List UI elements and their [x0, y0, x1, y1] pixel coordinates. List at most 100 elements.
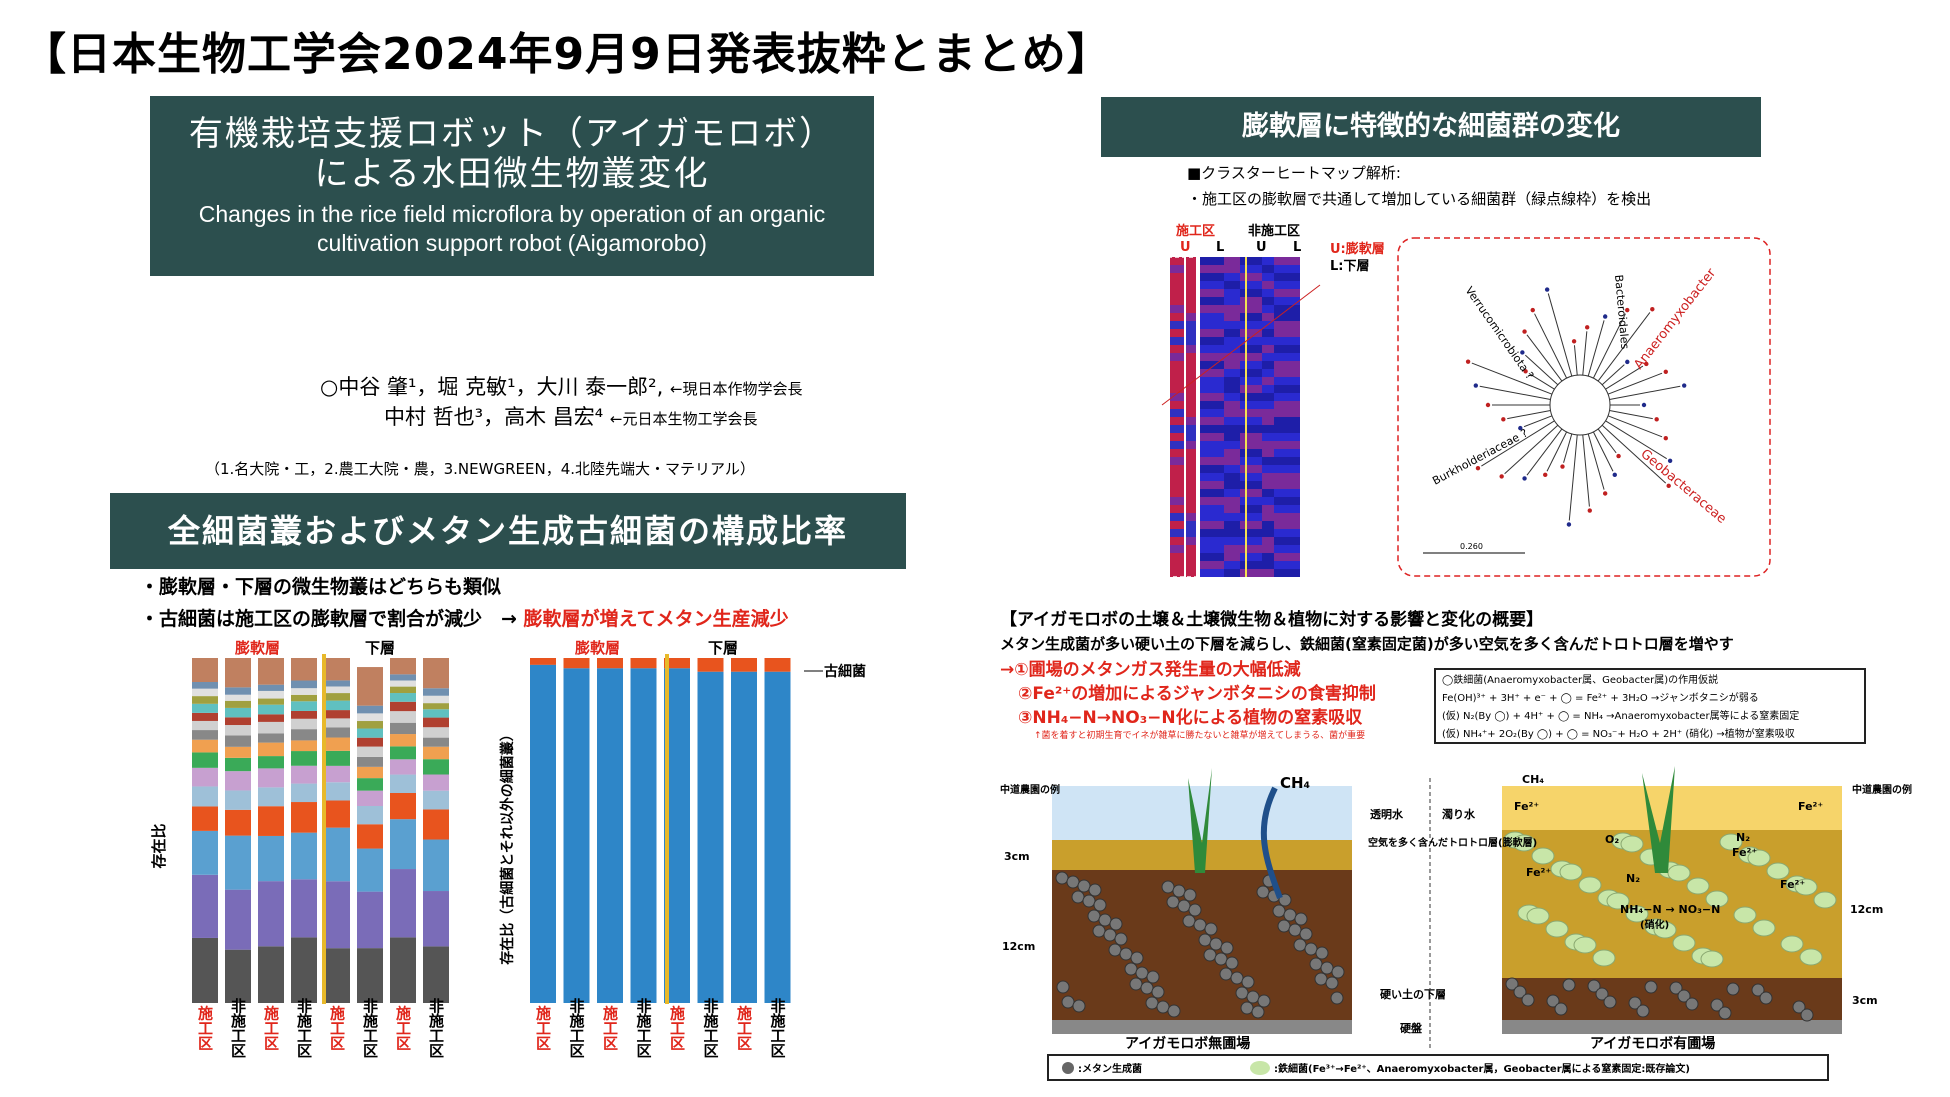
methane-bacterium: [1055, 871, 1069, 885]
heatmap-cell: [1240, 425, 1262, 433]
right-toro-layer: [1502, 830, 1842, 978]
methane-bacterium: [1103, 928, 1117, 942]
stack-segment: [291, 658, 317, 681]
stack-segment: [423, 839, 449, 892]
authors-line2: 中村 哲也³，高木 昌宏⁴ ←元日本生物工学会長: [384, 402, 757, 434]
heatmap-cell: [1274, 513, 1300, 521]
stack-segment: [423, 946, 449, 1003]
methane-bacterium: [1314, 972, 1328, 986]
methane-bacterium: [1182, 914, 1196, 928]
methane-bacterium: [1628, 996, 1642, 1010]
heatmap-cell: [1170, 305, 1184, 313]
tree-leaf: [1612, 472, 1617, 478]
heatmap-cell: [1186, 569, 1196, 577]
heatmap-col-u1: U: [1180, 240, 1191, 255]
methane-bacterium: [1513, 985, 1527, 999]
heatmap-cell: [1240, 545, 1262, 553]
methane-bacterium: [1220, 941, 1234, 955]
stack-segment: [258, 690, 284, 699]
heatmap-cell: [1240, 513, 1262, 521]
tree-branch: [1481, 420, 1555, 467]
right-depth-3cm: 3cm: [1852, 994, 1878, 1007]
stack-segment: [291, 879, 317, 938]
stack-segment: [192, 739, 218, 753]
iron-bacterium: [1592, 949, 1616, 967]
heatmap-cell: [1262, 489, 1274, 497]
methane-bacterium: [1129, 977, 1143, 991]
methane-bacterium: [1114, 932, 1128, 946]
legend-iron: :鉄細菌(Fe³⁺→Fe²⁺、Anaeromyxobacter属，Geobact…: [1274, 1062, 1690, 1075]
heatmap-cell: [1186, 457, 1196, 465]
tree-branch: [1504, 424, 1559, 475]
methane-bacterium: [1677, 989, 1691, 1003]
methane-bacterium: [1188, 903, 1202, 917]
heatmap-cell: [1224, 337, 1240, 345]
heatmap-cell: [1170, 481, 1184, 489]
methane-bacterium: [1241, 975, 1255, 989]
tree-scale-label: 0.260: [1460, 542, 1483, 551]
heatmap-cell: [1200, 361, 1224, 369]
heatmap-legend-l: L:下層: [1330, 259, 1370, 274]
heatmap-cell: [1224, 569, 1240, 577]
heatmap-cell: [1200, 313, 1224, 321]
stack-segment: [192, 730, 218, 740]
tree-leaf: [1530, 307, 1535, 313]
heatmap-cell: [1262, 257, 1274, 265]
heatmap-cell: [1274, 457, 1300, 465]
microbe-dots: [1055, 831, 1837, 1022]
stack-segment: [423, 774, 449, 791]
heatmap-cell: [1240, 505, 1262, 513]
heatmap-cell: [1262, 345, 1274, 353]
methane-bacterium: [1230, 971, 1244, 985]
archaea-bar: [597, 658, 623, 669]
stack-segment: [225, 725, 251, 736]
stack-segment: [291, 765, 317, 784]
heatmap-cell: [1170, 337, 1184, 345]
heatmap-cell: [1224, 529, 1240, 537]
heatmap-cell: [1170, 393, 1184, 401]
tree-branch: [1607, 415, 1663, 438]
diagram-legend-box: [1047, 1054, 1829, 1081]
heatmap-cell: [1186, 369, 1196, 377]
title-en-line2: cultivation support robot (Aigamorobo): [317, 230, 707, 256]
methane-bacterium: [1283, 908, 1297, 922]
heatmap-cell: [1170, 425, 1184, 433]
heatmap-legend-u: U:膨軟層: [1330, 242, 1385, 257]
heatmap-cell: [1200, 481, 1224, 489]
chart1-top-label-soft: 膨軟層: [235, 639, 280, 657]
heatmap-cell: [1186, 521, 1196, 529]
methane-bacterium: [1061, 995, 1075, 1009]
tree-leaf: [1587, 508, 1592, 513]
heatmap-cell: [1240, 561, 1262, 569]
iron-bacterium: [1794, 878, 1818, 896]
heatmap-cell: [1200, 297, 1224, 305]
stack-segment: [225, 694, 251, 701]
methane-bacterium: [1294, 912, 1308, 926]
tree-leaf: [1501, 417, 1506, 422]
stack-segment: [390, 734, 416, 747]
methane-bacterium: [1554, 1002, 1568, 1016]
iron-bacterium: [1531, 847, 1555, 865]
heatmap-cell: [1262, 529, 1274, 537]
stack-segment: [390, 686, 416, 694]
heatmap-cell: [1170, 409, 1184, 417]
methane-legend-icon: [1062, 1062, 1074, 1074]
heatmap-cell: [1224, 289, 1240, 297]
heatmap-cell: [1262, 273, 1274, 281]
archaea-bar: [530, 658, 556, 665]
ch4-label: CH₄: [1280, 774, 1310, 792]
heatmap-cell: [1170, 401, 1184, 409]
heatmap-cell: [1170, 529, 1184, 537]
fe-label-5: Fe²⁺: [1780, 878, 1805, 891]
methane-bacterium: [1251, 1005, 1265, 1019]
stack-segment: [324, 881, 350, 949]
stack-segment: [324, 827, 350, 882]
heatmap-cell: [1274, 561, 1300, 569]
methane-bacterium: [1225, 956, 1239, 970]
methane-bacterium: [1072, 999, 1086, 1013]
stack-segment: [258, 787, 284, 807]
heatmap-cell: [1240, 433, 1262, 441]
heatmap-cell: [1224, 377, 1240, 385]
heatmap-cell: [1170, 265, 1184, 273]
heatmap-cell: [1240, 257, 1262, 265]
